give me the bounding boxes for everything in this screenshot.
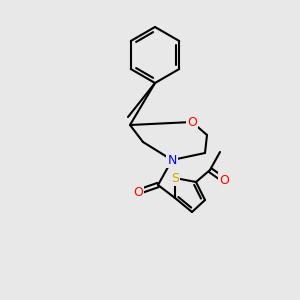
Text: S: S — [171, 172, 179, 184]
Text: O: O — [133, 185, 143, 199]
Text: O: O — [219, 173, 229, 187]
Text: O: O — [187, 116, 197, 128]
Text: N: N — [167, 154, 177, 166]
